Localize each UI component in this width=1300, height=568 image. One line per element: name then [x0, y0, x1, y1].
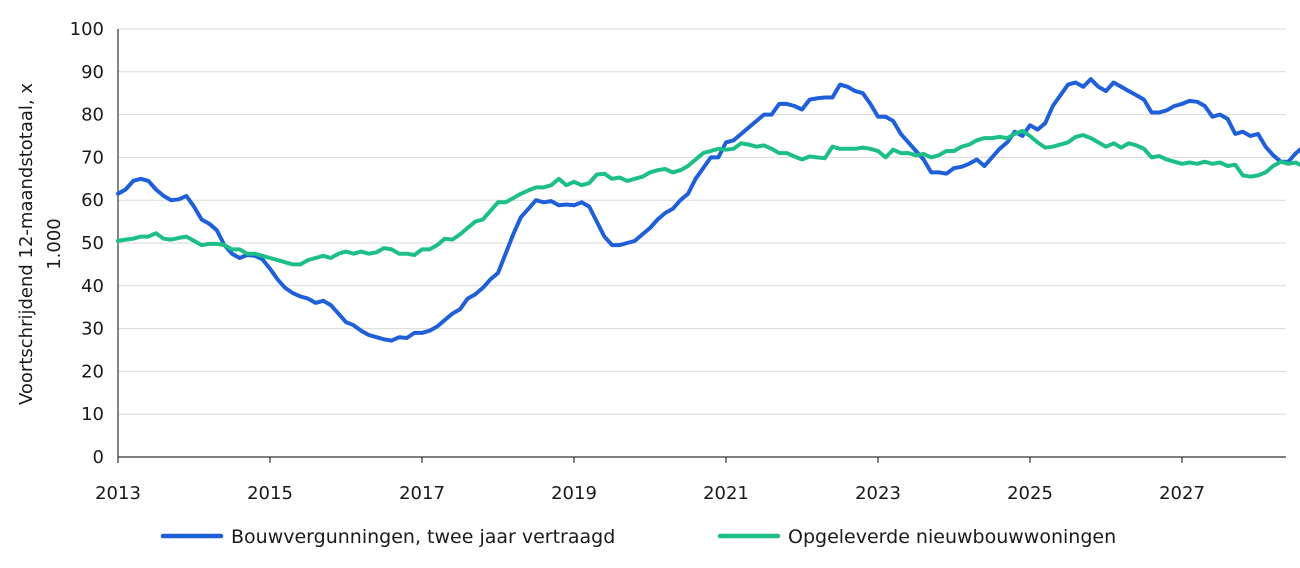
- x-tick-label-2025: 2025: [1007, 483, 1053, 504]
- y-tick-label-10: 10: [81, 404, 104, 425]
- y-axis-title-line-2: 1.000: [44, 218, 65, 270]
- x-tick-label-2021: 2021: [703, 483, 749, 504]
- series-lines: [116, 77, 1300, 343]
- y-tick-label-30: 30: [81, 319, 104, 340]
- series-line-opgeleverde: [116, 128, 1300, 267]
- grid-lines: [118, 28, 1286, 415]
- y-tick-label-50: 50: [81, 233, 104, 254]
- y-tick-label-20: 20: [81, 361, 104, 382]
- legend-label-bouwvergunningen: Bouwvergunningen, twee jaar vertraagd: [231, 526, 615, 548]
- axes: 0 10 20 30 40 50 60 70 80 90 100 2013 2015 2017 2019 20…: [70, 19, 1286, 504]
- x-tick-label-2019: 2019: [551, 483, 597, 504]
- y-tick-label-100: 100: [70, 19, 104, 40]
- y-tick-label-80: 80: [81, 105, 104, 126]
- legend: Bouwvergunningen, twee jaar vertraagd Op…: [160, 526, 1116, 548]
- x-tick-label-2013: 2013: [95, 483, 141, 504]
- x-tick-label-2023: 2023: [855, 483, 901, 504]
- y-axis-title-line-1: Voortschrijdend 12-maandstotaal, x: [16, 83, 37, 405]
- x-tick-label-2027: 2027: [1159, 483, 1205, 504]
- x-tick-label-2015: 2015: [247, 483, 293, 504]
- y-tick-label-0: 0: [93, 447, 104, 468]
- y-tick-label-60: 60: [81, 190, 104, 211]
- y-tick-label-40: 40: [81, 276, 104, 297]
- y-tick-label-70: 70: [81, 147, 104, 168]
- series-line-bouwvergunningen: [116, 77, 1300, 343]
- x-tick-label-2017: 2017: [399, 483, 445, 504]
- legend-label-opgeleverde: Opgeleverde nieuwbouwwoningen: [788, 526, 1116, 548]
- y-tick-label-90: 90: [81, 62, 104, 83]
